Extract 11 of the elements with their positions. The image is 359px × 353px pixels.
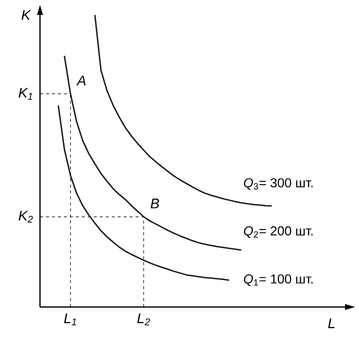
annotation: A [76,76,86,86]
x-axis-title: L [328,318,334,328]
x-tick-label: L$_{2}$ [137,314,150,326]
series-label: Q$_{2}$= 200 шт. [244,226,313,238]
ref-line-label: K$_{1}$ [18,88,32,100]
annotation: B [150,198,160,208]
series-label: Q$_{3}$= 300 шт. [244,178,313,190]
y-axis-title: K [22,10,31,20]
x-tick-label: L$_{1}$ [64,314,76,326]
series-label: Q$_{1}$= 100 шт. [244,274,313,286]
ref-line-label: K$_{2}$ [18,210,33,223]
